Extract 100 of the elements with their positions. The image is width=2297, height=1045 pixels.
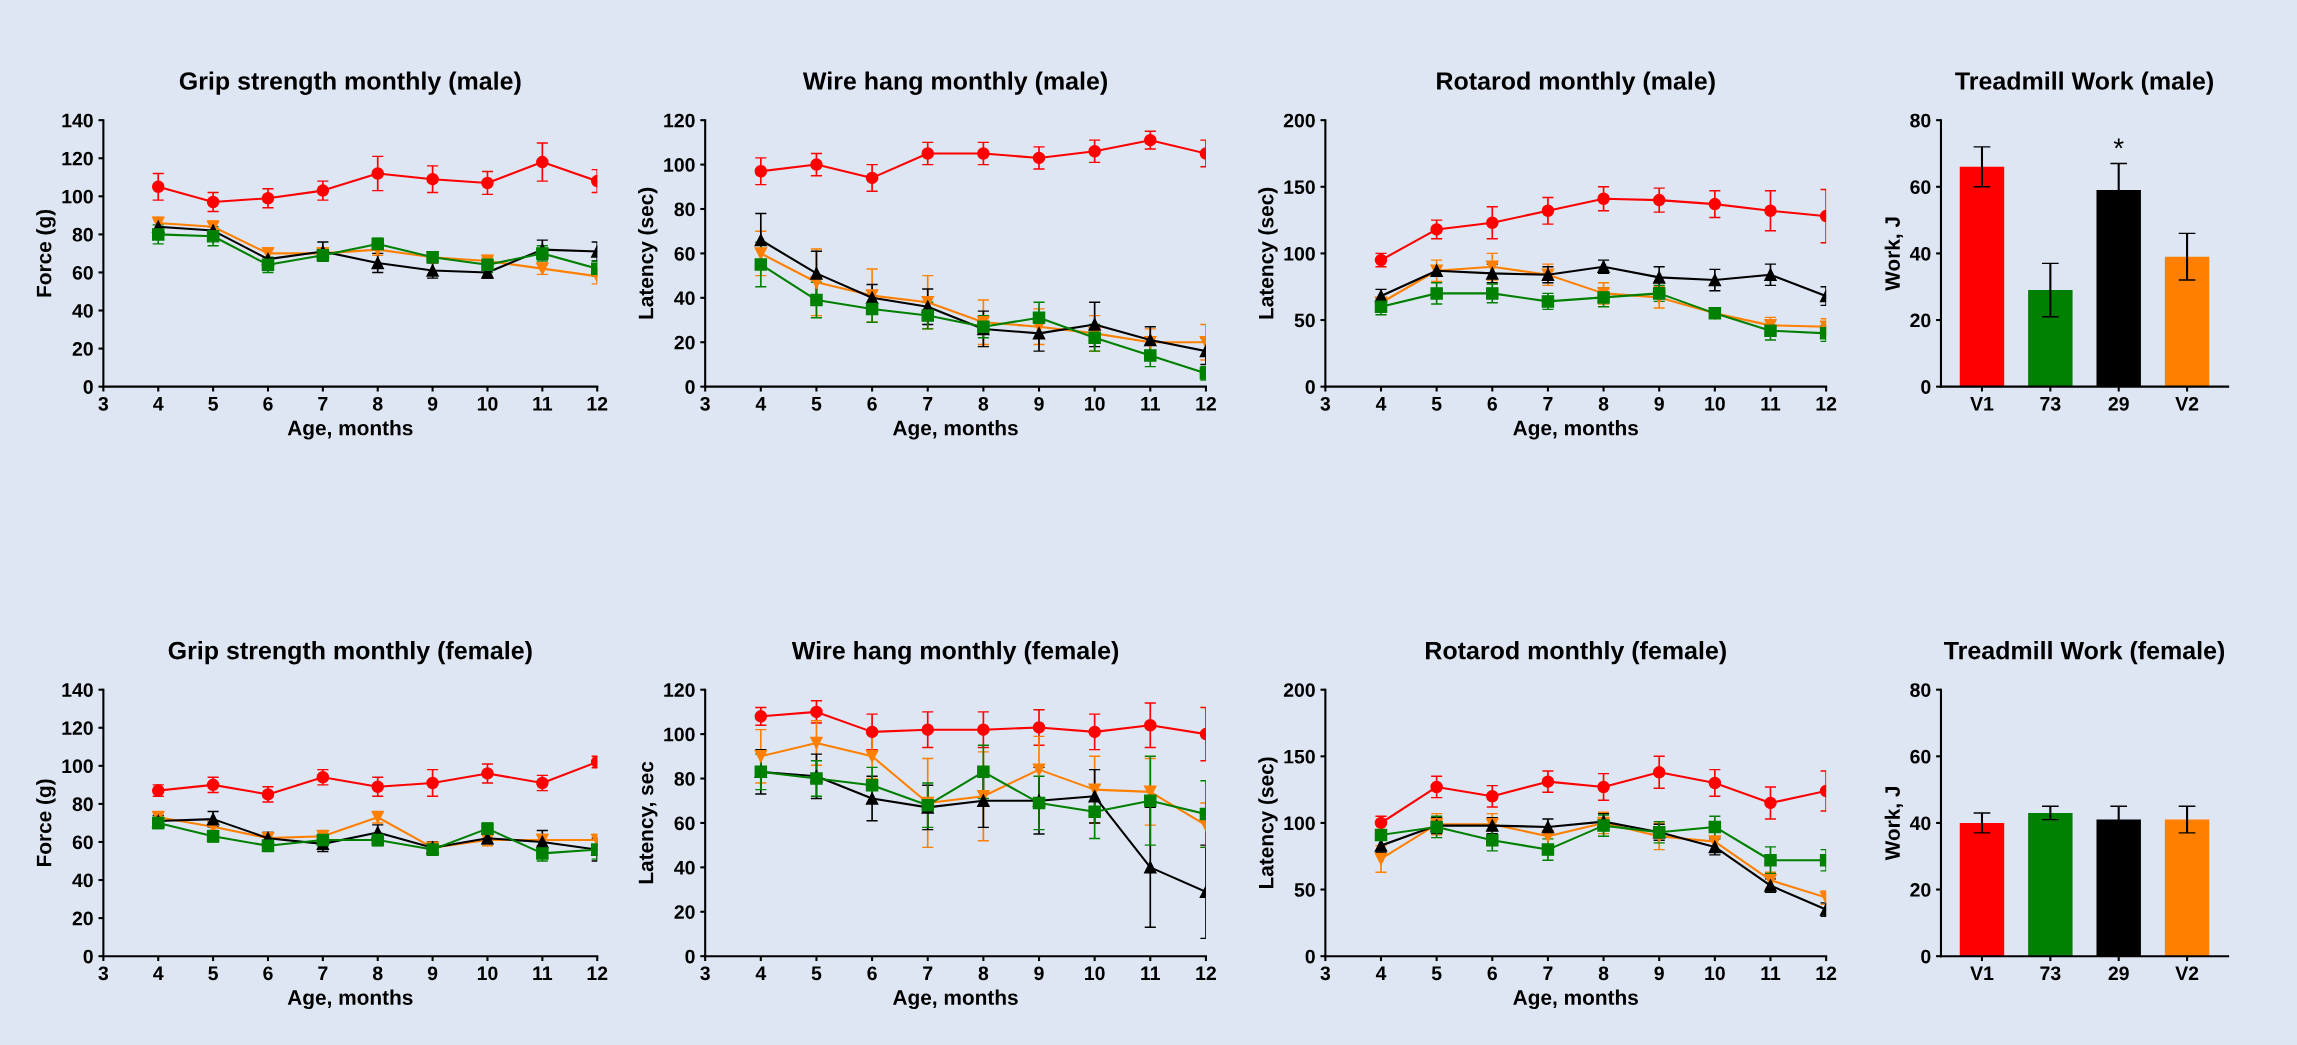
x-tick-label: 7 xyxy=(1543,397,1553,411)
x-axis-title: Age, months xyxy=(287,420,413,440)
x-tick-label: 5 xyxy=(208,966,218,981)
x-tick-label: 3 xyxy=(98,396,109,411)
x-tick-label: 12 xyxy=(1816,396,1837,411)
x-tick-label: 5 xyxy=(1431,966,1442,981)
x-tick-label: 10 xyxy=(477,396,498,411)
y-tick-label: 40 xyxy=(72,873,93,888)
chart-title: Wire hang monthly (male) xyxy=(802,71,1107,95)
y-tick-label: 0 xyxy=(83,949,93,964)
y-axis-title: Latency (sec) xyxy=(1258,187,1278,319)
y-tick-label: 0 xyxy=(1305,949,1315,964)
x-tick-label: 12 xyxy=(1196,966,1216,980)
y-tick-label: 60 xyxy=(72,835,93,850)
x-tick-label: 11 xyxy=(1761,397,1781,411)
x-tick-label: 9 xyxy=(1034,396,1044,411)
y-tick-label: 0 xyxy=(83,380,93,394)
y-tick-label: 20 xyxy=(72,342,93,356)
x-tick-label: 10 xyxy=(1705,966,1725,981)
x-tick-label: 8 xyxy=(978,966,989,981)
chart-title: Grip strength monthly (female) xyxy=(168,641,532,665)
x-tick-label: 3 xyxy=(1320,966,1331,981)
y-tick-label: 40 xyxy=(1909,816,1931,831)
y-tick-label: 100 xyxy=(664,727,695,742)
x-tick-label: 5 xyxy=(811,397,822,411)
x-tick-label: 11 xyxy=(1761,966,1781,980)
y-axis-title: Work, J xyxy=(1884,217,1903,291)
y-tick-label: 100 xyxy=(1284,816,1315,831)
x-tick-label: 6 xyxy=(1487,966,1497,981)
y-tick-label: 60 xyxy=(1910,180,1931,195)
y-tick-label: 20 xyxy=(674,335,695,350)
y-tick-label: 20 xyxy=(674,905,695,919)
y-tick-label: 80 xyxy=(72,227,93,242)
y-tick-label: 50 xyxy=(1294,313,1315,328)
x-tick-label: 11 xyxy=(1141,397,1161,411)
chart-title: Grip strength monthly (male) xyxy=(179,71,521,95)
x-tick-label: 4 xyxy=(755,397,767,411)
x-tick-label: 8 xyxy=(372,396,383,411)
y-tick-label: 60 xyxy=(1910,749,1931,764)
x-tick-label: 7 xyxy=(318,397,328,411)
y-axis-title: Work, J xyxy=(1884,786,1903,861)
annotation: * xyxy=(2113,138,2124,149)
x-tick-label: 3 xyxy=(1320,396,1331,411)
x-tick-label: 7 xyxy=(923,397,933,411)
x-tick-label: 4 xyxy=(153,966,164,980)
x-tick-label: 7 xyxy=(318,966,328,980)
x-tick-label: 3 xyxy=(700,396,710,411)
x-tick-label: 3 xyxy=(98,966,109,981)
x-tick-label: 10 xyxy=(1085,966,1105,981)
x-tick-label: 10 xyxy=(1705,396,1725,411)
x-tick-label: 5 xyxy=(811,966,822,981)
x-tick-label: 5 xyxy=(1431,397,1442,411)
x-tick-label: 12 xyxy=(1196,396,1216,411)
y-axis-title: Latency, sec xyxy=(638,761,658,884)
y-tick-label: 20 xyxy=(1910,313,1931,328)
y-tick-label: 0 xyxy=(1305,380,1315,394)
y-tick-label: 0 xyxy=(1921,949,1931,964)
y-tick-label: 120 xyxy=(664,113,695,128)
x-tick-label: 9 xyxy=(1034,966,1044,981)
y-tick-label: 150 xyxy=(1284,180,1315,195)
x-tick-label: 9 xyxy=(1654,966,1664,981)
y-axis-title: Force (g) xyxy=(36,209,56,297)
x-tick-label: 11 xyxy=(533,397,553,411)
chart-title: Wire hang monthly (female) xyxy=(791,641,1119,665)
x-tick-label: V1 xyxy=(1970,966,1994,980)
x-tick-label: 6 xyxy=(263,396,273,411)
x-tick-label: 11 xyxy=(533,966,553,980)
chart-title: Rotarod monthly (male) xyxy=(1437,71,1715,95)
y-tick-label: 20 xyxy=(1910,883,1931,897)
y-tick-label: 100 xyxy=(664,158,695,172)
y-axis-title: Latency (sec) xyxy=(1258,757,1278,889)
y-tick-label: 0 xyxy=(685,949,695,964)
y-tick-label: 100 xyxy=(62,189,93,204)
x-tick-label: 6 xyxy=(867,966,877,981)
y-tick-label: 40 xyxy=(1909,246,1931,261)
y-tick-label: 40 xyxy=(72,303,93,318)
y-tick-label: 120 xyxy=(664,683,695,697)
x-tick-label: 4 xyxy=(1375,397,1387,411)
y-tick-label: 20 xyxy=(72,911,93,926)
x-tick-label: 10 xyxy=(1085,396,1105,411)
x-axis-title: Age, months xyxy=(1513,989,1638,1010)
chart-title: Rotarod monthly (female) xyxy=(1426,641,1726,665)
y-axis-title: Latency (sec) xyxy=(638,187,658,319)
x-tick-label: 4 xyxy=(755,966,767,980)
y-tick-label: 80 xyxy=(72,797,93,812)
x-tick-label: 10 xyxy=(477,966,498,981)
y-tick-label: 200 xyxy=(1283,113,1315,128)
y-tick-label: 60 xyxy=(72,265,93,280)
chart-title: Treadmill Work (male) xyxy=(1955,71,2213,95)
y-tick-label: 140 xyxy=(62,113,93,128)
x-tick-label: 12 xyxy=(1816,966,1837,980)
x-tick-label: 29 xyxy=(2108,396,2129,411)
x-tick-label: 73 xyxy=(2040,966,2061,981)
x-tick-label: 5 xyxy=(208,397,218,411)
x-tick-label: V2 xyxy=(2175,966,2199,980)
x-tick-label: 29 xyxy=(2108,966,2129,981)
chart-title: Treadmill Work (female) xyxy=(1944,641,2225,665)
y-tick-label: 40 xyxy=(674,860,695,875)
y-tick-label: 60 xyxy=(674,246,695,261)
x-axis-title: Age, months xyxy=(1513,420,1638,440)
